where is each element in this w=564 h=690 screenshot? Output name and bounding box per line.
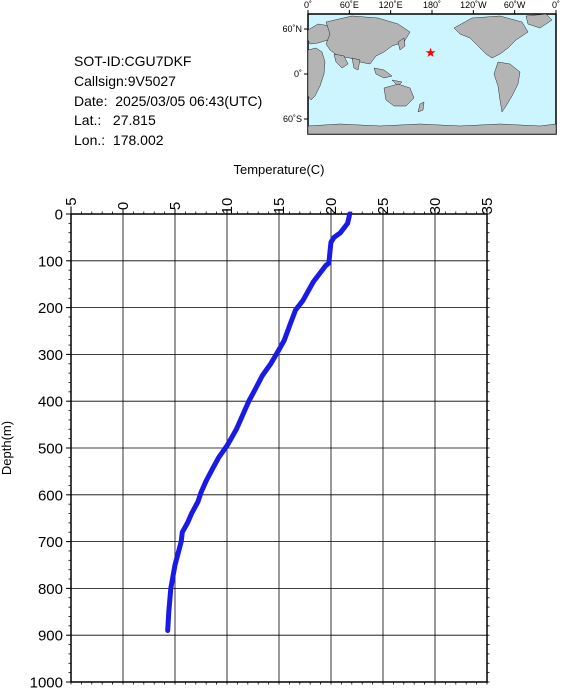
x-tick-label: 0: [115, 202, 132, 210]
temperature-profile-line: [165, 211, 353, 633]
y-tick-labels: 0 100 200 300 400 500 600 700 800 900 1000: [30, 207, 63, 690]
x-tick-label: 10: [219, 198, 236, 215]
map-lat-label: 60˚N: [282, 24, 302, 34]
y-tick-label: 700: [38, 534, 63, 551]
chart-grid: [66, 209, 488, 683]
y-tick-label: 900: [38, 628, 63, 645]
x-tick-label: 25: [375, 198, 392, 215]
y-tick-label: 100: [38, 253, 63, 270]
x-tick-label: 20: [323, 198, 340, 215]
y-tick-label: 500: [38, 441, 63, 458]
y-axis-title: Depth(m): [0, 421, 14, 475]
x-tick-label: 5: [167, 202, 184, 210]
x-tick-labels: −5 0 5 10 15 20 25 30 35: [63, 197, 496, 214]
plot-frame: [70, 213, 488, 683]
sot-id: SOT-ID:CGU7DKF: [74, 53, 192, 69]
map-lon-label: 0˚: [304, 0, 312, 10]
y-tick-label: 1000: [30, 675, 63, 690]
y-tick-label: 400: [38, 394, 63, 411]
map-land: [307, 13, 557, 135]
x-tick-label: 30: [427, 198, 444, 215]
map-lon-label: 120˚E: [379, 0, 403, 10]
map-lon-label: 180˚: [423, 0, 441, 10]
station-info: SOT-ID:CGU7DKF Callsign:9V5027 Date: 202…: [74, 52, 262, 151]
y-tick-label: 600: [38, 487, 63, 504]
longitude: Lon.: 178.002: [74, 132, 164, 149]
y-tick-label: 200: [38, 300, 63, 317]
y-tick-label: 300: [38, 347, 63, 364]
x-axis-title: Temperature(C): [233, 162, 324, 177]
x-tick-label: −5: [63, 197, 80, 214]
map-lon-label: 60˚W: [504, 0, 526, 10]
map-lon-label: 120˚W: [460, 0, 487, 10]
map-lon-label: 0˚: [552, 0, 560, 10]
latitude: Lat.: 27.815: [74, 112, 156, 129]
callsign: Callsign:9V5027: [74, 72, 176, 89]
position-marker: ★: [425, 45, 437, 60]
x-tick-label: 35: [479, 198, 496, 215]
y-tick-label: 0: [55, 207, 63, 224]
x-tick-label: 15: [271, 198, 288, 215]
y-tick-label: 800: [38, 581, 63, 598]
location-map: 0˚ 60˚E 120˚E 180˚ 120˚W 60˚W 0˚ 60˚N 0˚ 60˚S ★: [282, 0, 560, 135]
map-lat-label: 60˚S: [283, 114, 302, 124]
map-lon-label: 60˚E: [340, 0, 359, 10]
map-lat-label: 0˚: [294, 69, 302, 79]
date: Date: 2025/03/05 06:43(UTC): [74, 92, 263, 109]
